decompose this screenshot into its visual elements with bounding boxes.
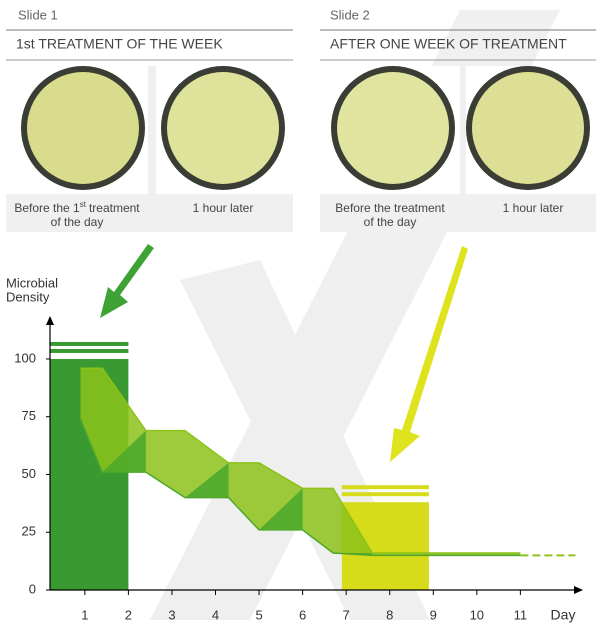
x-tick-label: 4 — [212, 607, 219, 622]
x-tick-label: 1 — [81, 607, 88, 622]
caption: 1 hour later — [503, 201, 564, 215]
x-tick-label: 5 — [255, 607, 262, 622]
x-tick-label: 2 — [125, 607, 132, 622]
y-tick-label: 25 — [22, 524, 36, 539]
y-axis-label: Density — [6, 289, 50, 304]
caption-text: Before the 1 — [14, 201, 80, 215]
caption-text: 1 hour later — [193, 201, 254, 215]
bar-stripe — [50, 342, 128, 346]
bar-stripe — [50, 349, 128, 353]
x-tick-label: 6 — [299, 607, 306, 622]
x-tick-label: 10 — [470, 607, 484, 622]
caption-text: treatment — [89, 201, 140, 215]
y-axis-arrow — [46, 316, 54, 325]
x-tick-label: 11 — [514, 607, 528, 622]
caption: of the day — [364, 215, 417, 229]
x-tick-label: 9 — [430, 607, 437, 622]
x-axis-label: Day — [551, 607, 576, 623]
y-tick-label: 0 — [29, 581, 36, 596]
x-axis-arrow — [574, 586, 583, 594]
bar-stripe — [342, 485, 429, 489]
slide-title: AFTER ONE WEEK OF TREATMENT — [330, 36, 567, 52]
caption-text: Before the treatment — [335, 201, 445, 215]
slide-label: Slide 2 — [330, 7, 370, 22]
page: Slide 1 1st TREATMENT OF THE WEEK Slide … — [0, 0, 603, 626]
bar-stripe — [342, 492, 429, 496]
caption: 1 hour later — [193, 201, 254, 215]
caption-text: 1 hour later — [503, 201, 564, 215]
caption: of the day — [51, 215, 104, 229]
slide-title: 1st TREATMENT OF THE WEEK — [16, 36, 223, 52]
x-tick-label: 3 — [168, 607, 175, 622]
caption-sup: st — [80, 200, 87, 209]
x-tick-label: 8 — [386, 607, 393, 622]
slide-label: Slide 1 — [18, 7, 58, 22]
x-tick-label: 7 — [343, 607, 350, 622]
y-tick-label: 50 — [22, 466, 36, 481]
y-axis-label: Microbial — [6, 275, 58, 290]
caption: Before the treatment — [335, 201, 445, 215]
y-tick-label: 75 — [22, 408, 36, 423]
y-tick-label: 100 — [14, 350, 36, 365]
